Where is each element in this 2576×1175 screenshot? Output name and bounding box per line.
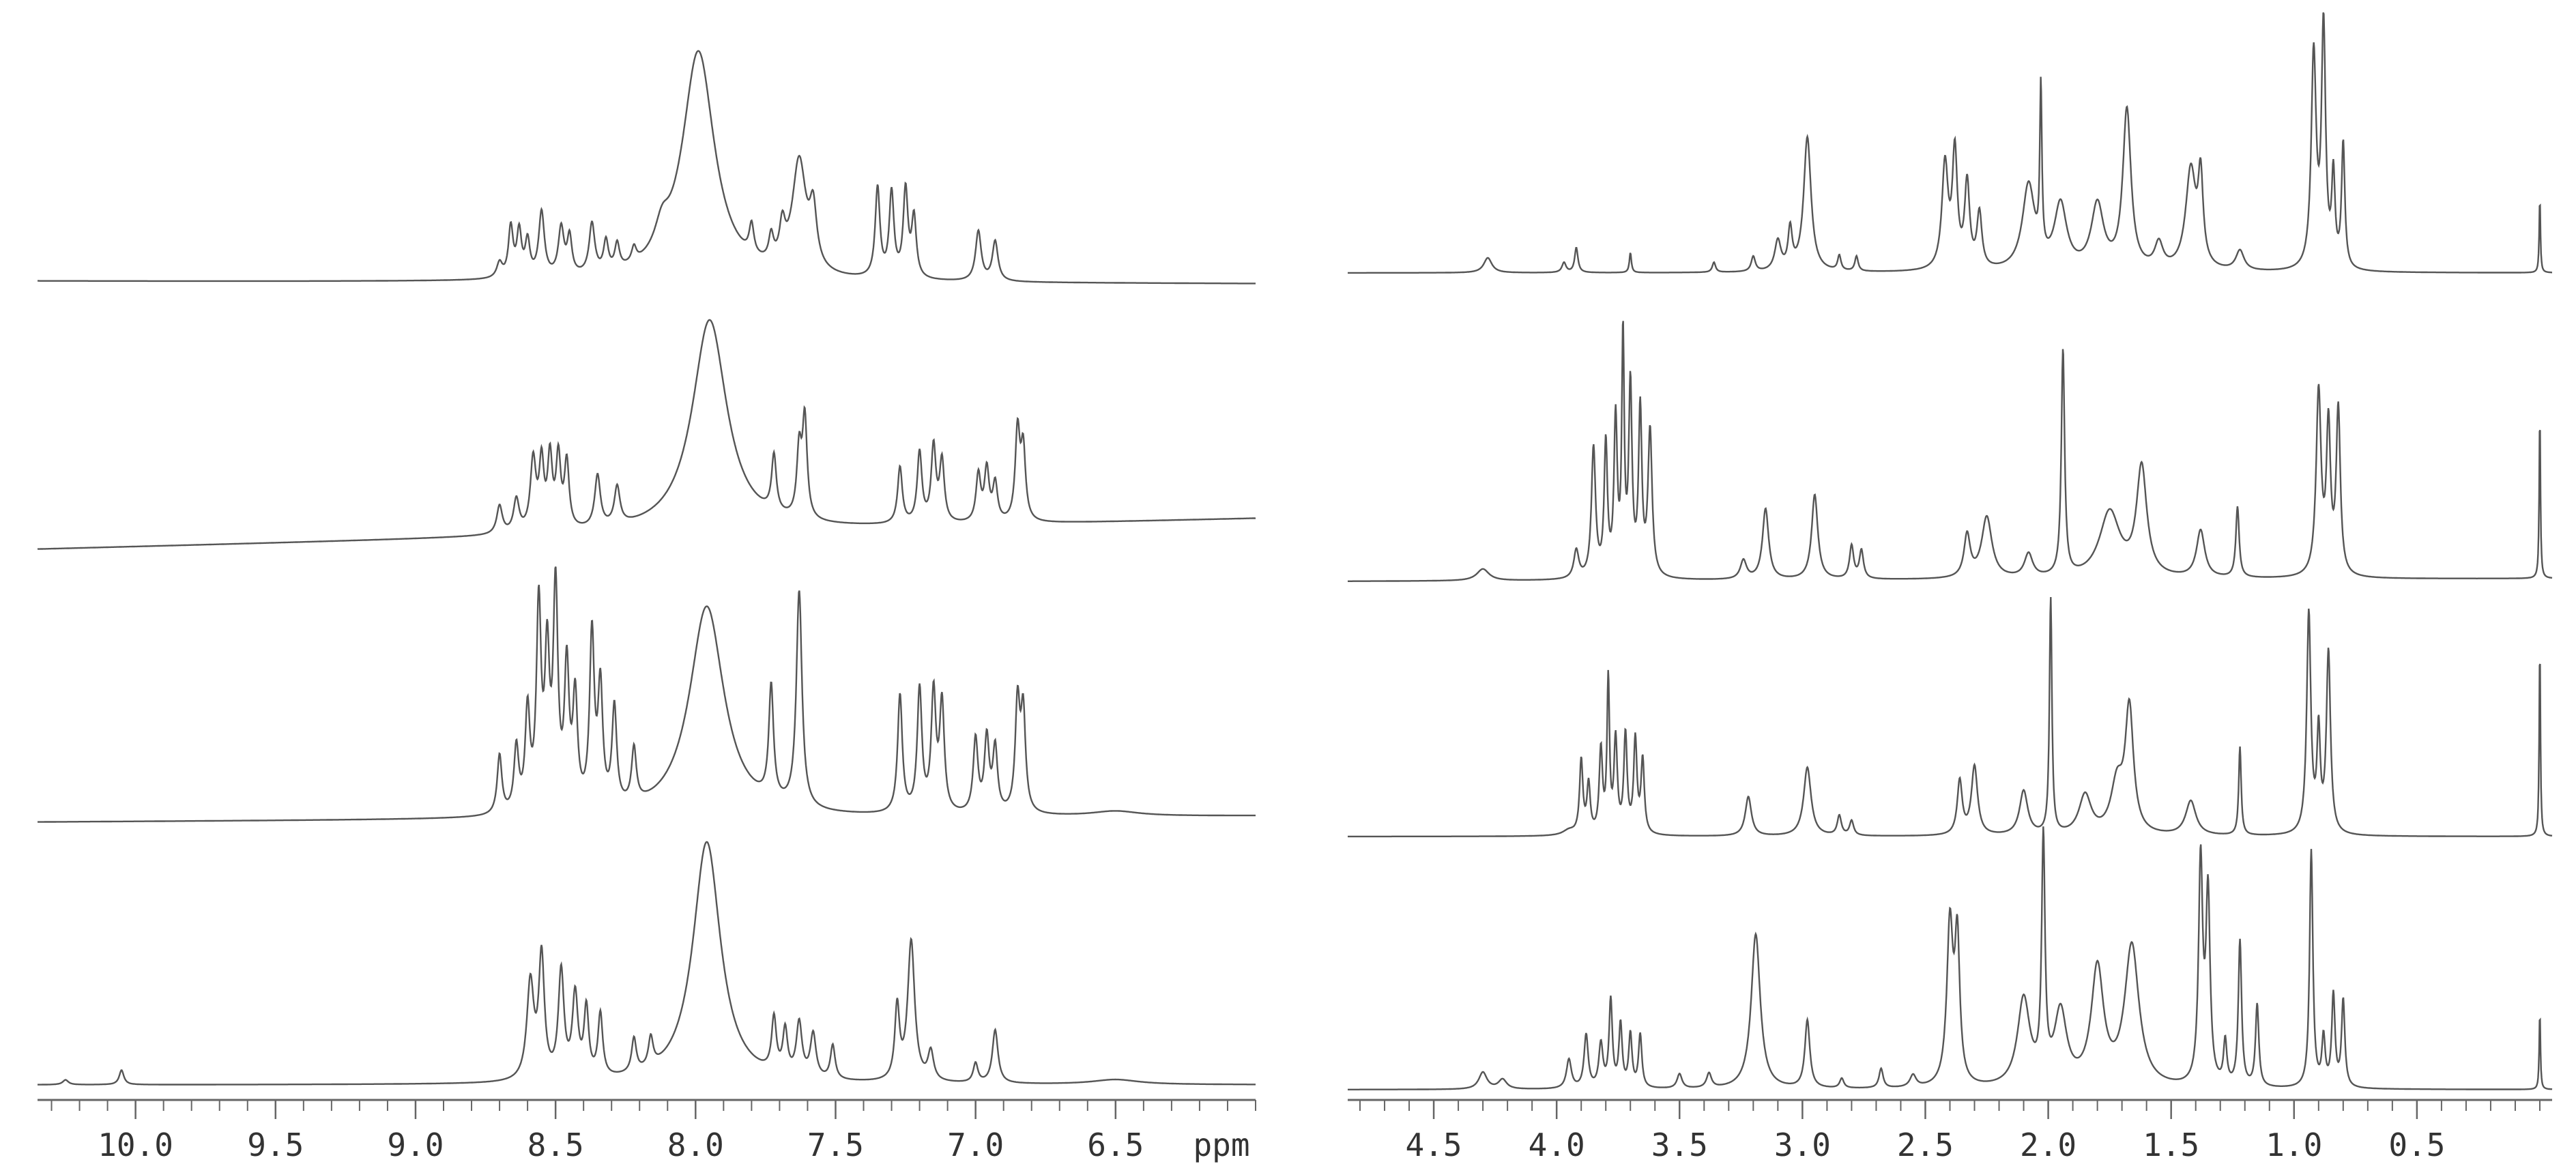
left-tick-label: 10.0 xyxy=(98,1127,173,1163)
right-spectrum-trace-1 xyxy=(1348,12,2552,274)
right-tick-label: 4.0 xyxy=(1529,1127,1585,1163)
right-tick-label: 0.5 xyxy=(2388,1127,2445,1163)
left-spectrum-traces xyxy=(37,50,1256,1086)
right-spectrum-trace-3 xyxy=(1348,596,2553,838)
right-tick-label: 4.5 xyxy=(1406,1127,1462,1163)
right-spectrum-traces xyxy=(1348,12,2553,1090)
right-spectrum-trace-2 xyxy=(1348,321,2553,582)
left-tick-label: 8.5 xyxy=(527,1127,584,1163)
left-tick-label: 8.0 xyxy=(667,1127,724,1163)
left-tick-label: 6.5 xyxy=(1087,1127,1144,1163)
right-tick-label: 3.5 xyxy=(1651,1127,1708,1163)
left-tick-label: 7.5 xyxy=(807,1127,864,1163)
left-tick-label: 9.5 xyxy=(247,1127,304,1163)
left-axis-unit-label: ppm xyxy=(1193,1127,1249,1163)
right-tick-label: 2.5 xyxy=(1897,1127,1954,1163)
left-spectrum-trace-2 xyxy=(37,319,1256,550)
right-spectrum-trace-4 xyxy=(1348,826,2553,1090)
right-tick-label: 1.5 xyxy=(2143,1127,2199,1163)
right-ppm-axis: 4.5 4.0 3.5 3.0 2.5 2.0 1.5 1.0 0.5 xyxy=(1348,1099,2552,1163)
right-tick-label: 3.0 xyxy=(1774,1127,1831,1163)
left-spectrum-trace-1 xyxy=(38,50,1256,285)
right-tick-label: 1.0 xyxy=(2266,1127,2322,1163)
left-tick-label: 7.0 xyxy=(947,1127,1004,1163)
left-spectrum-trace-4 xyxy=(38,841,1256,1086)
left-tick-label: 9.0 xyxy=(387,1127,444,1163)
right-tick-label: 2.0 xyxy=(2020,1127,2076,1163)
left-spectrum-panel: 10.0 9.5 9.0 8.5 8.0 7.5 7.0 6.5 ppm xyxy=(37,50,1256,1163)
right-spectrum-panel: 4.5 4.0 3.5 3.0 2.5 2.0 1.5 1.0 0.5 xyxy=(1348,12,2553,1163)
left-ppm-axis: 10.0 9.5 9.0 8.5 8.0 7.5 7.0 6.5 ppm xyxy=(38,1099,1256,1163)
left-spectrum-trace-3 xyxy=(38,566,1256,823)
